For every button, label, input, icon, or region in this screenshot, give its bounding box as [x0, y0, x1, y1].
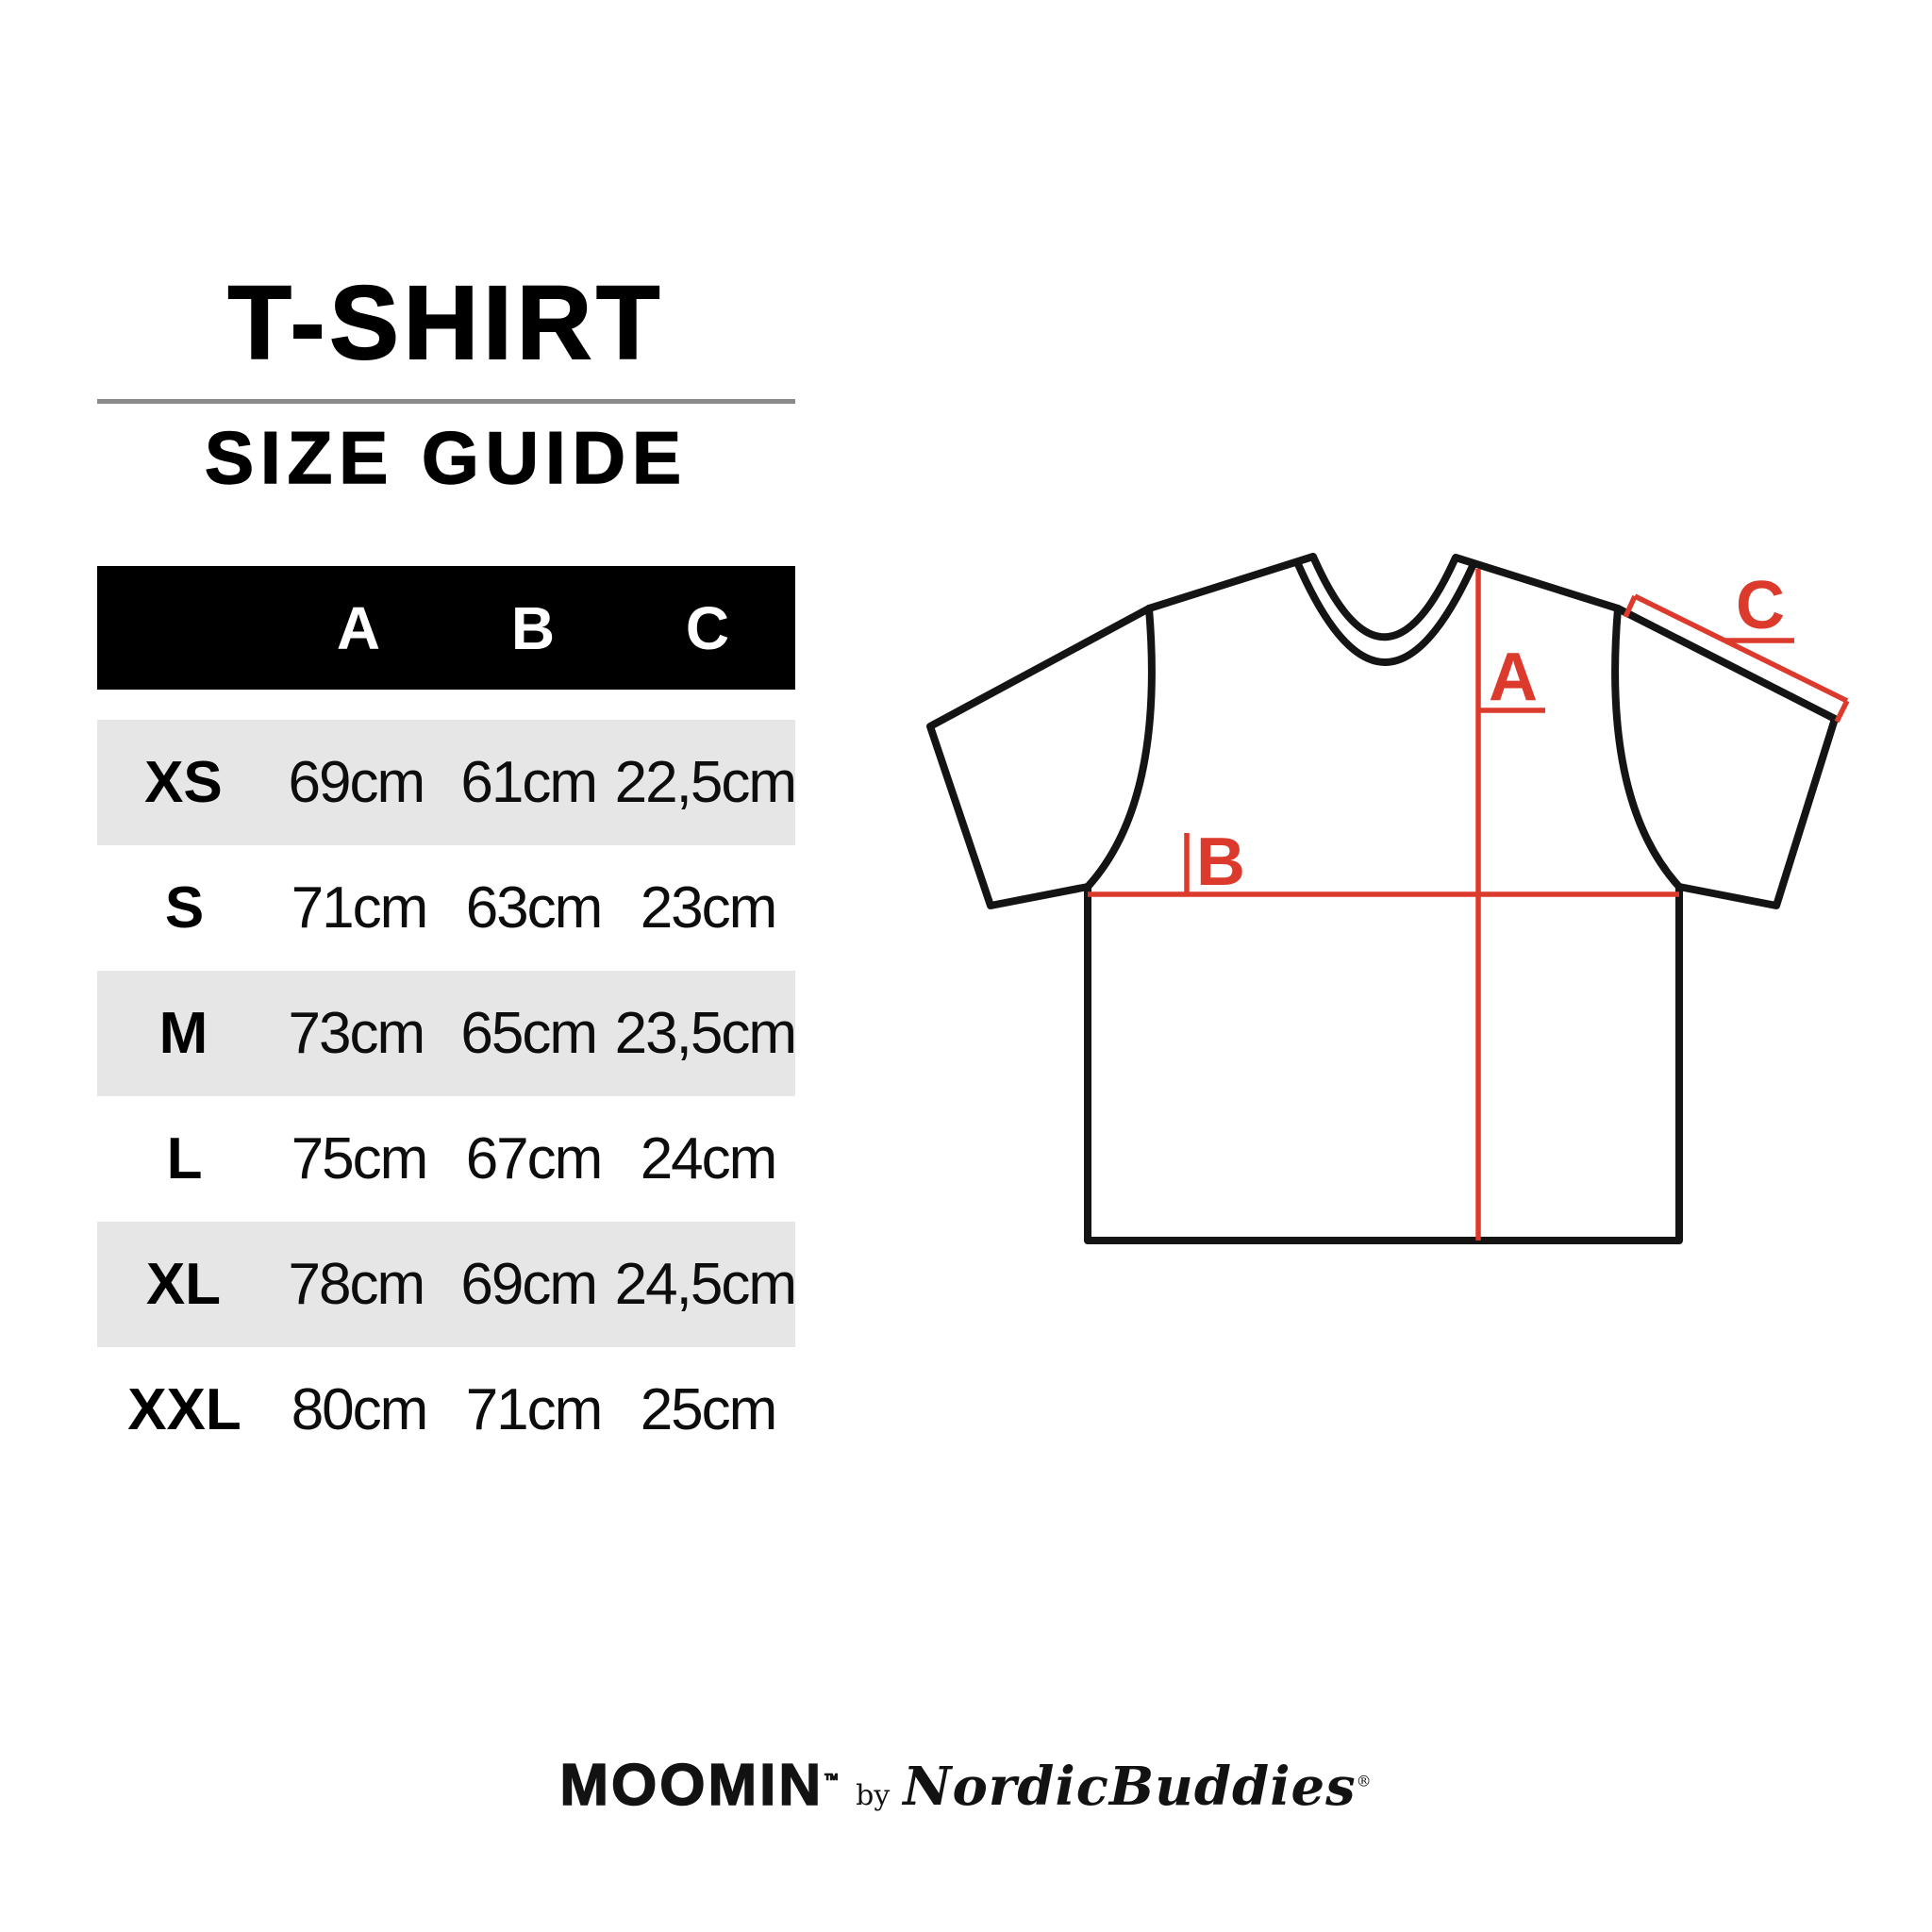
- registered-symbol: ®: [1356, 1772, 1373, 1790]
- value-c: 25cm: [640, 1377, 778, 1442]
- value-c: 23cm: [640, 875, 778, 941]
- value-a: 71cm: [291, 875, 429, 941]
- dimension-label-c: C: [1736, 568, 1785, 643]
- column-header-c: C: [685, 593, 731, 662]
- size-label: XS: [144, 750, 223, 815]
- size-label: S: [164, 875, 205, 941]
- collar-band-line: [1294, 560, 1476, 666]
- table-row-xl: XL 78cm 69cm 24,5cm: [97, 1222, 797, 1347]
- value-c: 23,5cm: [614, 1001, 797, 1066]
- size-table-header: A B C: [97, 566, 795, 690]
- table-row-s: S 71cm 63cm 23cm: [97, 845, 795, 971]
- value-c: 24cm: [640, 1126, 778, 1191]
- brand-footer: MOOMIN™ by NordicBuddies®: [0, 1753, 1932, 1818]
- value-b: 65cm: [460, 1001, 598, 1066]
- column-header-a: A: [336, 593, 382, 662]
- value-b: 61cm: [460, 750, 598, 815]
- nordicbuddies-logo: NordicBuddies®: [903, 1756, 1373, 1818]
- table-row-xs: XS 69cm 61cm 22,5cm: [97, 720, 797, 845]
- by-text: by: [856, 1779, 891, 1812]
- dimension-c-end-tick: [1834, 699, 1850, 724]
- value-c: 22,5cm: [614, 750, 797, 815]
- size-label: M: [158, 1001, 208, 1066]
- dimension-label-b: B: [1196, 824, 1245, 900]
- value-b: 67cm: [465, 1126, 604, 1191]
- value-a: 80cm: [291, 1377, 429, 1442]
- value-c: 24,5cm: [614, 1252, 797, 1317]
- tshirt-outline: [926, 553, 1839, 1244]
- value-a: 73cm: [288, 1001, 426, 1066]
- size-label: XL: [145, 1252, 222, 1317]
- size-label: XXL: [127, 1377, 242, 1442]
- value-b: 69cm: [460, 1252, 598, 1317]
- value-a: 75cm: [291, 1126, 429, 1191]
- table-row-xxl: XXL 80cm 71cm 25cm: [97, 1347, 795, 1473]
- moomin-logo: MOOMIN™: [559, 1753, 840, 1818]
- table-row-l: L 75cm 67cm 24cm: [97, 1096, 795, 1222]
- table-row-m: M 73cm 65cm 23,5cm: [97, 971, 797, 1096]
- value-b: 63cm: [465, 875, 604, 941]
- right-armhole-seam: [1611, 605, 1683, 891]
- trademark-symbol: ™: [823, 1772, 840, 1789]
- value-b: 71cm: [465, 1377, 604, 1442]
- column-header-b: B: [510, 593, 557, 662]
- tshirt-measurement-diagram: A B C: [926, 553, 1850, 1244]
- value-a: 78cm: [288, 1252, 426, 1317]
- value-a: 69cm: [288, 750, 426, 815]
- dimension-c-start-tick: [1623, 594, 1638, 619]
- page-subtitle: SIZE GUIDE: [204, 416, 689, 499]
- title-divider: [97, 399, 795, 404]
- left-armhole-seam: [1084, 605, 1156, 891]
- dimension-label-a: A: [1489, 640, 1538, 715]
- size-table-body: XS 69cm 61cm 22,5cm S 71cm 63cm 23cm M 7…: [97, 720, 797, 1473]
- size-label: L: [166, 1126, 203, 1191]
- page-title: T-SHIRT: [227, 265, 665, 381]
- dimension-line-c: [1633, 593, 1849, 704]
